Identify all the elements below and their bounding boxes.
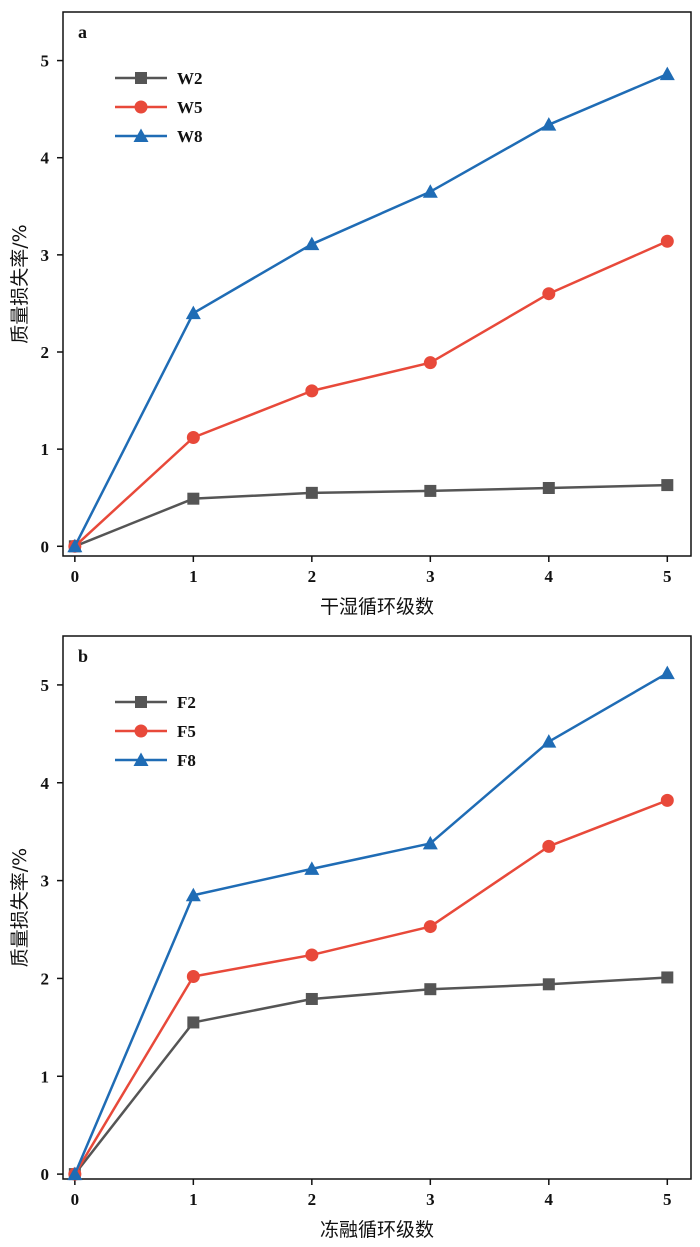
x-tick-label: 1 xyxy=(189,1190,198,1209)
x-axis-label: 干湿循环级数 xyxy=(320,596,434,618)
y-tick-label: 3 xyxy=(41,872,50,891)
legend-label-F8: F8 xyxy=(177,751,196,770)
data-point-F8 xyxy=(304,861,320,875)
series-line-F2 xyxy=(73,976,668,1175)
chart-panel-b: b 0 1 2 3 4 5 0 1 2 3 4 5 冻融循环级数 质量损失率/% F2 F5 F8 xyxy=(0,624,700,1247)
series-line-F8 xyxy=(73,672,668,1175)
data-point-F5 xyxy=(305,948,319,962)
data-point-W2 xyxy=(187,492,200,505)
y-tick-label: 4 xyxy=(41,774,50,793)
legend-label-F2: F2 xyxy=(177,693,196,712)
legend-marker-W5 xyxy=(134,100,148,114)
legend-label-W2: W2 xyxy=(177,69,203,88)
plot-frame xyxy=(62,635,692,1180)
data-point-W5 xyxy=(542,287,556,301)
x-axis-label: 冻融循环级数 xyxy=(320,1219,434,1241)
y-tick-label: 3 xyxy=(41,246,50,265)
data-point-F5 xyxy=(423,920,437,934)
data-point-F2 xyxy=(661,971,674,984)
chart-panel-a: a 0 1 2 3 4 5 0 1 2 3 4 5 干湿循环级数 质量损失率/% W2 W5 W8 xyxy=(0,0,700,620)
data-point-W8 xyxy=(304,236,320,251)
legend-label-W5: W5 xyxy=(177,98,203,117)
data-point-W5 xyxy=(423,356,437,370)
x-tick-label: 5 xyxy=(663,1190,672,1209)
series-line-W5 xyxy=(74,240,668,548)
data-point-F5 xyxy=(186,969,200,983)
series-W5 xyxy=(68,234,674,553)
data-point-W8 xyxy=(185,305,201,320)
data-point-F2 xyxy=(305,992,318,1005)
x-tick-label: 2 xyxy=(308,567,317,586)
x-tick-label: 3 xyxy=(426,1190,435,1209)
y-tick-label: 1 xyxy=(41,440,50,459)
y-tick-label: 2 xyxy=(41,969,50,988)
series-line-F5 xyxy=(73,799,668,1175)
data-point-W2 xyxy=(424,484,437,497)
data-point-W2 xyxy=(542,482,555,494)
x-tick-label: 4 xyxy=(545,1190,554,1209)
data-point-F8 xyxy=(541,734,557,748)
data-point-F8 xyxy=(659,665,675,680)
legend-marker-W8 xyxy=(133,128,149,142)
data-point-W5 xyxy=(660,234,674,248)
series-W8 xyxy=(67,66,675,553)
legend-label-F5: F5 xyxy=(177,722,196,741)
data-point-W8 xyxy=(659,66,675,81)
series-F8 xyxy=(67,665,675,1181)
series-line-W2 xyxy=(74,483,668,548)
panel-label: b xyxy=(78,646,88,666)
series-line-W8 xyxy=(73,73,668,547)
y-tick-label: 5 xyxy=(41,676,50,695)
data-point-F5 xyxy=(660,793,674,807)
data-point-W5 xyxy=(186,430,200,444)
x-tick-label: 0 xyxy=(71,1190,80,1209)
y-tick-label: 0 xyxy=(41,537,50,556)
data-point-F2 xyxy=(187,1016,200,1029)
chart-a-svg: a 0 1 2 3 4 5 0 1 2 3 4 5 干湿循环级数 质量损失率/% W2 W5 W8 xyxy=(9,11,692,618)
y-tick-label: 5 xyxy=(41,52,50,71)
data-point-W8 xyxy=(422,184,438,198)
y-axis-label: 质量损失率/% xyxy=(9,848,31,967)
x-tick-label: 2 xyxy=(308,1190,317,1209)
chart-b-svg: b 0 1 2 3 4 5 0 1 2 3 4 5 冻融循环级数 质量损失率/% F2 F5 F8 xyxy=(9,635,692,1241)
plot-frame xyxy=(62,11,692,557)
series-F5 xyxy=(68,793,674,1181)
series-F2 xyxy=(68,971,674,1181)
legend: W2 W5 W8 xyxy=(115,69,203,146)
y-tick-label: 4 xyxy=(41,149,50,168)
legend-marker-F8 xyxy=(133,752,149,766)
x-tick-label: 0 xyxy=(71,567,80,586)
data-point-F2 xyxy=(542,978,555,991)
y-tick-label: 2 xyxy=(41,343,50,362)
y-axis-label: 质量损失率/% xyxy=(9,224,31,343)
legend-marker-W2 xyxy=(135,72,147,84)
data-point-F5 xyxy=(542,839,556,853)
data-point-F2 xyxy=(424,983,437,996)
data-point-W2 xyxy=(305,486,318,499)
x-tick-label: 1 xyxy=(189,567,198,586)
x-tick-label: 3 xyxy=(426,567,435,586)
data-point-F8 xyxy=(422,835,438,850)
x-tick-label: 5 xyxy=(663,567,672,586)
x-tick-label: 4 xyxy=(545,567,554,586)
legend-marker-F2 xyxy=(135,696,147,708)
legend: F2 F5 F8 xyxy=(115,693,196,770)
y-tick-label: 0 xyxy=(41,1165,50,1184)
data-point-F8 xyxy=(185,887,201,902)
data-point-W8 xyxy=(67,538,83,553)
data-point-F8 xyxy=(67,1166,83,1181)
legend-label-W8: W8 xyxy=(177,127,203,146)
series-W2 xyxy=(68,479,674,553)
data-point-W2 xyxy=(661,479,674,492)
data-point-W8 xyxy=(541,117,557,131)
y-tick-label: 1 xyxy=(41,1067,50,1086)
legend-marker-F5 xyxy=(134,724,148,738)
data-point-W5 xyxy=(305,384,319,398)
panel-label: a xyxy=(78,22,87,42)
